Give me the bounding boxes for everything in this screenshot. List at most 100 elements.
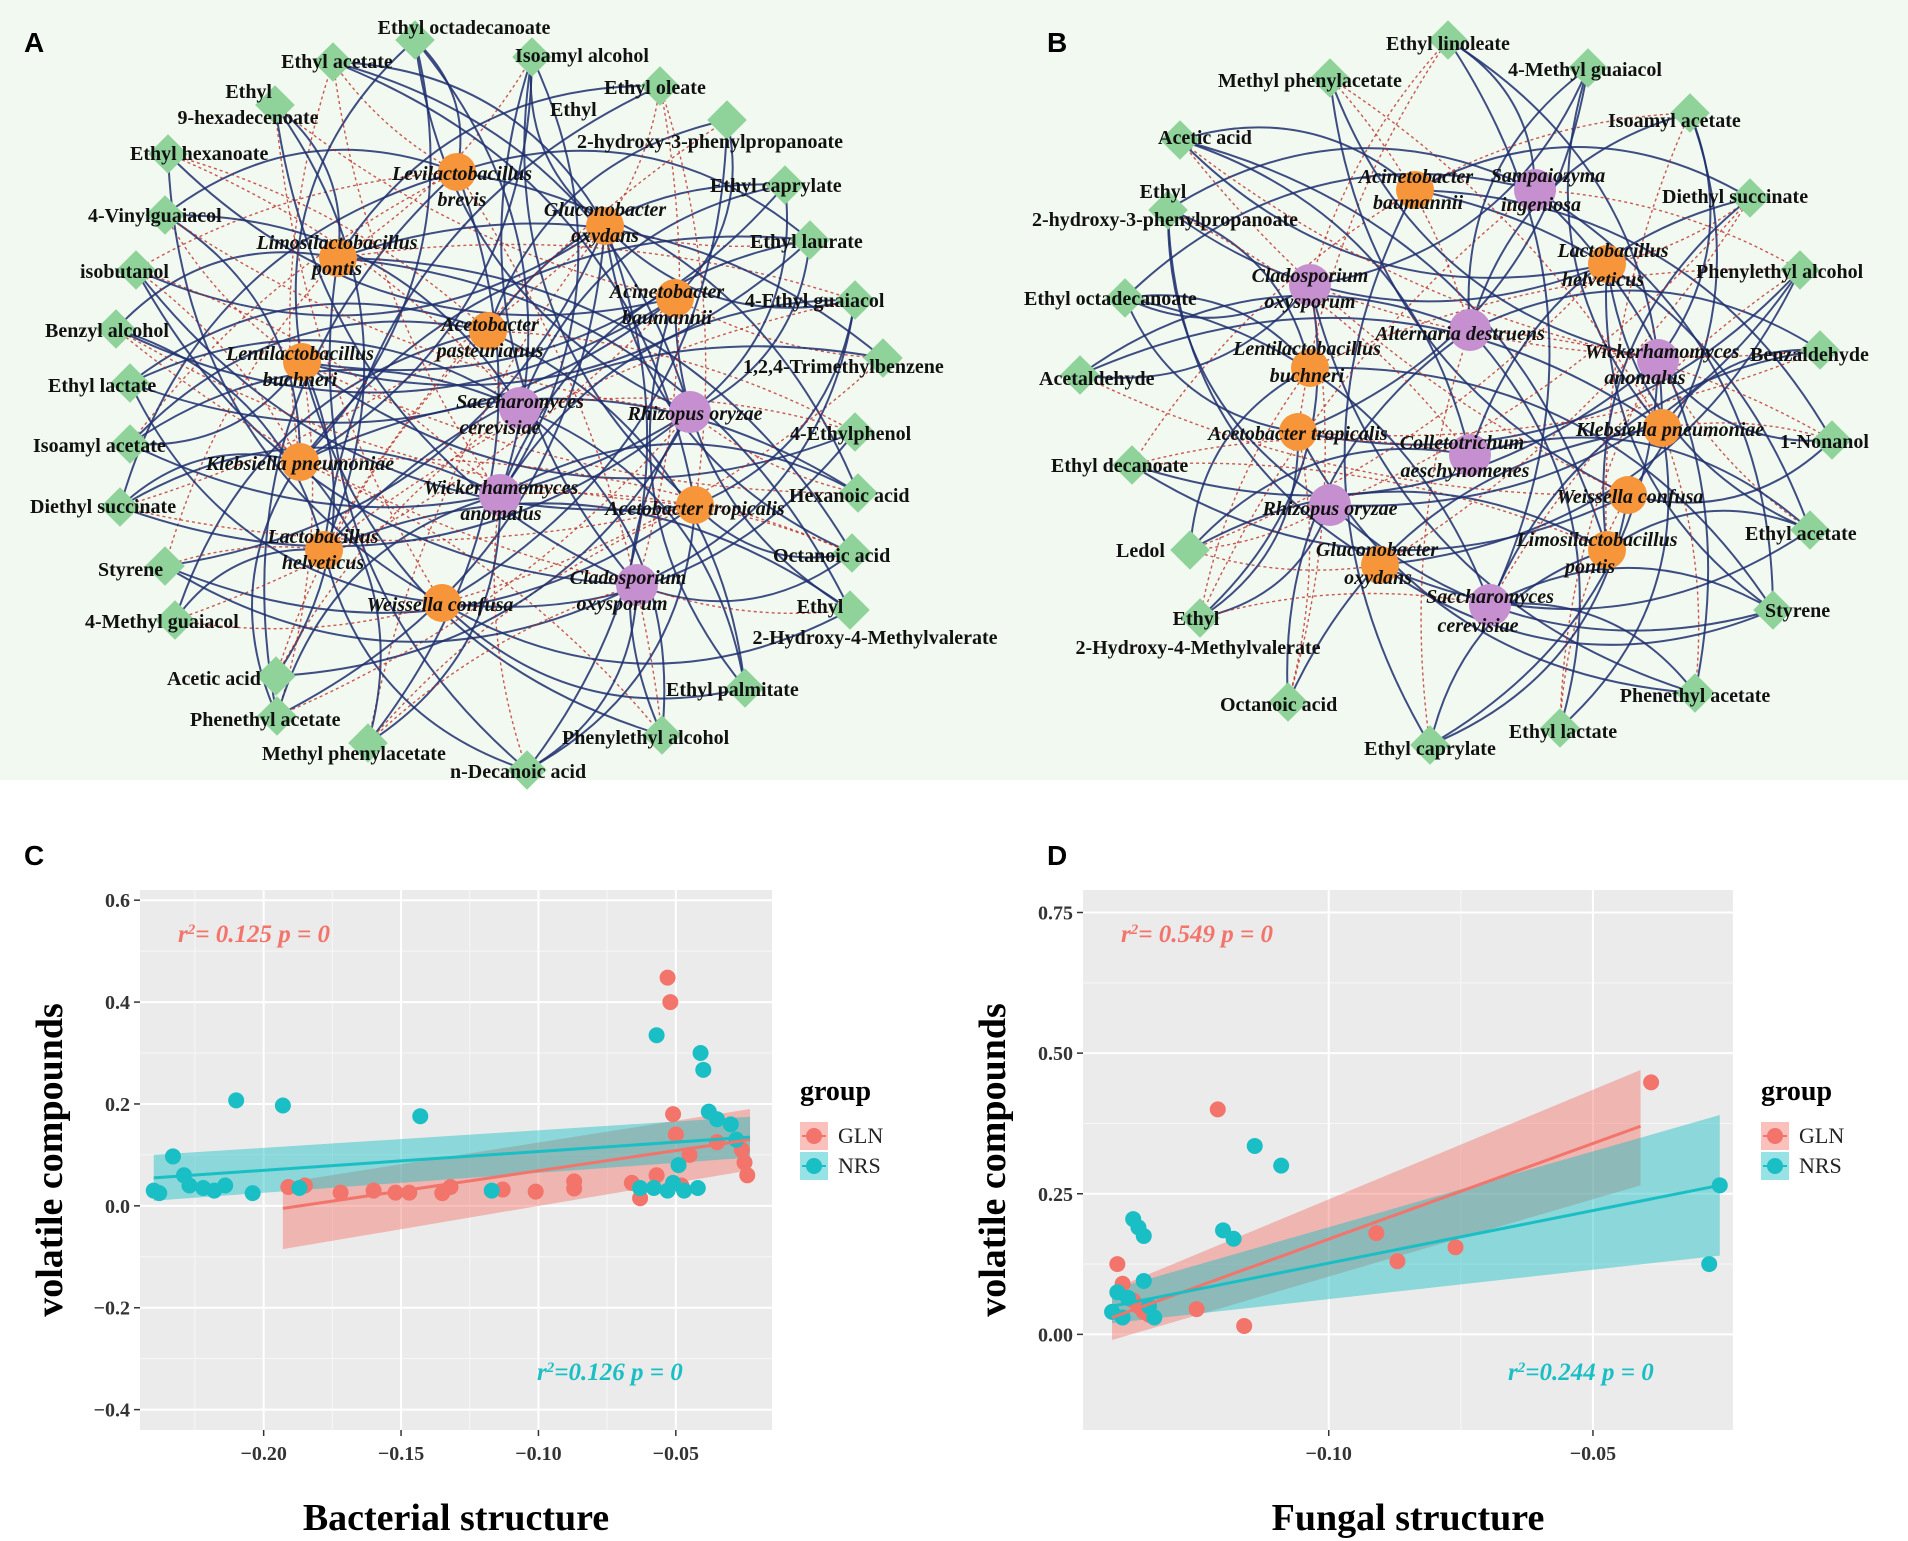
node-label: Saccharomyces: [456, 391, 584, 413]
node-label: Acetic acid: [167, 668, 261, 690]
compound-node-methyl-phenylacetate[interactable]: [348, 723, 388, 763]
node-label: baumannii: [622, 307, 712, 329]
negative-correlation-edge: [174, 602, 443, 630]
bacteria-node-levilactobacillus-brevis[interactable]: [438, 153, 476, 191]
compound-node-isoamyl-alcohol[interactable]: [512, 37, 552, 77]
compound-node-4-ethylphenol[interactable]: [835, 412, 875, 452]
y-tick-label: 0.2: [105, 1094, 130, 1116]
bacteria-node-lentilactobacillus-buchneri[interactable]: [283, 343, 321, 381]
negative-correlation-edge: [1079, 374, 1629, 496]
compound-node-ethyl-caprylate[interactable]: [765, 165, 805, 205]
compound-node-phenethyl-acetate[interactable]: [257, 696, 297, 736]
positive-correlation-edge: [274, 104, 341, 259]
compound-node-octanoic-acid[interactable]: [1268, 682, 1308, 722]
positive-correlation-edge: [135, 269, 696, 511]
negative-correlation-edge: [1661, 422, 1833, 441]
compound-node-4-vinylguaiacol[interactable]: [145, 195, 185, 235]
fungi-node-saccharomyces-cerevisiae[interactable]: [499, 387, 541, 429]
legend-label-gln: GLN: [1799, 1123, 1844, 1148]
bacteria-node-acetobacter-tropicalis[interactable]: [676, 486, 714, 524]
compound-node-ethyl-2-hydroxy-3-phenylpropanoate[interactable]: [707, 100, 747, 140]
fungi-node-cladosporium-oxysporum[interactable]: [1289, 264, 1331, 306]
compound-node-ethyl-lactate[interactable]: [1540, 708, 1580, 748]
node-label: 2-Hydroxy-4-Methylvalerate: [1075, 637, 1320, 659]
negative-correlation-edge: [1297, 349, 1821, 437]
compound-node-hexanoic-acid[interactable]: [838, 473, 878, 513]
data-point-nrs: [483, 1182, 500, 1199]
compound-node-styrene[interactable]: [145, 546, 185, 586]
negative-correlation-edge: [1661, 427, 1700, 694]
compound-node-phenylethyl-alcohol[interactable]: [642, 715, 682, 755]
y-tick-label: 0.00: [1038, 1324, 1073, 1346]
fungi-node-alternaria-destruens[interactable]: [1449, 309, 1491, 351]
node-label: Benzaldehyde: [1750, 344, 1869, 366]
positive-correlation-edge: [1447, 39, 1536, 191]
bacteria-node-lactobacillus-helveticus[interactable]: [1588, 245, 1626, 283]
positive-correlation-edge: [694, 504, 853, 559]
compound-node-4-ethyl-guaiacol[interactable]: [835, 280, 875, 320]
compound-node-octanoic-acid[interactable]: [832, 533, 872, 573]
bacteria-node-klebsiella-pneumoniae[interactable]: [281, 443, 319, 481]
bacteria-node-acinetobacter-baumannii[interactable]: [656, 279, 694, 317]
node-label: pasteurianus: [435, 340, 544, 362]
fungi-node-rhizopus-oryzae[interactable]: [669, 391, 711, 433]
network-a-nodes: [96, 20, 903, 790]
bacteria-node-limosilactobacillus-pontis[interactable]: [1588, 531, 1626, 569]
compound-node-styrene[interactable]: [1753, 590, 1793, 630]
negative-correlation-edge: [1309, 284, 1821, 358]
bacteria-node-weissella-confusa[interactable]: [423, 584, 461, 622]
negative-correlation-edge: [1414, 112, 1691, 191]
compound-node-ethyl-2-hydroxy-4-methylvalerate[interactable]: [1180, 598, 1220, 638]
fungi-node-colletotrichum-aeschynomenes[interactable]: [1449, 434, 1491, 476]
positive-correlation-edge: [1124, 297, 1299, 433]
bacteria-node-lactobacillus-helveticus[interactable]: [305, 531, 343, 569]
data-point-nrs: [291, 1180, 308, 1197]
compound-node-ledol[interactable]: [1170, 530, 1210, 570]
node-label: Phenethyl acetate: [190, 709, 341, 731]
bacteria-node-acetobacter-pasteurianus[interactable]: [469, 312, 507, 350]
positive-correlation-edge: [1467, 67, 1589, 331]
bacteria-node-weissella-confusa[interactable]: [1609, 476, 1647, 514]
negative-correlation-edge: [164, 214, 303, 363]
negative-correlation-edge: [299, 458, 853, 554]
legend-label-nrs: NRS: [838, 1153, 881, 1178]
negative-correlation-edge: [1297, 39, 1449, 433]
positive-correlation-edge: [499, 56, 580, 496]
compound-node-ethyl-laurate[interactable]: [790, 220, 830, 260]
node-label: Ethyl acetate: [1745, 523, 1857, 545]
bacteria-node-acinetobacter-baumannii[interactable]: [1396, 171, 1434, 209]
bacteria-node-acetobacter-tropicalis[interactable]: [1279, 413, 1317, 451]
x-tick-label: −0.20: [240, 1443, 286, 1465]
fungi-node-wickerhamomyces-anomalus[interactable]: [1637, 339, 1679, 381]
bacteria-node-limosilactobacillus-pontis[interactable]: [319, 239, 357, 277]
y-tick-label: 0.4: [105, 992, 130, 1014]
compound-node-n-decanoic-acid[interactable]: [507, 750, 547, 790]
fungi-node-sampaiozyma-ingeniosa[interactable]: [1514, 169, 1556, 211]
fungi-node-cladosporium-oxysporum[interactable]: [616, 564, 658, 606]
compound-node-ethyl-2-hydroxy-4-methylvalerate[interactable]: [830, 590, 870, 630]
bacteria-node-gluconobacter-oxydans[interactable]: [1361, 546, 1399, 584]
bacteria-node-klebsiella-pneumoniae[interactable]: [1643, 409, 1681, 447]
negative-correlation-edge: [367, 584, 638, 744]
compound-node-ethyl-hexanoate[interactable]: [148, 134, 188, 174]
positive-correlation-edge: [1167, 209, 1608, 303]
bacteria-node-lentilactobacillus-buchneri[interactable]: [1291, 349, 1329, 387]
compound-node-ethyl-oleate[interactable]: [640, 66, 680, 106]
compound-node-ethyl-acetate[interactable]: [1790, 510, 1830, 550]
compound-node-ethyl-caprylate[interactable]: [1410, 725, 1450, 765]
compound-node-1-2-4-trimethylbenzene[interactable]: [863, 338, 903, 378]
compound-node-ethyl-palmitate[interactable]: [725, 668, 765, 708]
fungi-node-saccharomyces-cerevisiae[interactable]: [1469, 584, 1511, 626]
negative-correlation-edge: [1189, 263, 1608, 551]
fungi-node-wickerhamomyces-anomalus[interactable]: [479, 474, 521, 516]
compound-node-acetic-acid[interactable]: [256, 656, 296, 696]
negative-correlation-edge: [636, 85, 681, 586]
positive-correlation-edge: [1287, 427, 1663, 703]
compound-node-4-methyl-guaiacol[interactable]: [155, 600, 195, 640]
bacteria-node-gluconobacter-oxydans[interactable]: [586, 207, 624, 245]
positive-correlation-edge: [119, 411, 691, 548]
negative-correlation-edge: [604, 85, 661, 227]
compound-node-phenethyl-acetate[interactable]: [1675, 673, 1715, 713]
positive-correlation-edge: [1124, 172, 1536, 299]
fungi-node-rhizopus-oryzae[interactable]: [1309, 484, 1351, 526]
